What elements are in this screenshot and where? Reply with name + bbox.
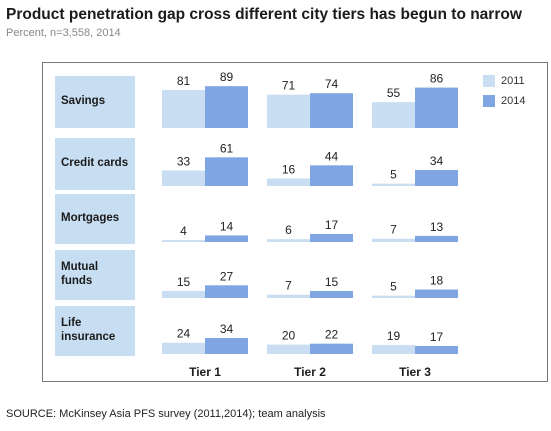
bar-savings-tier-3-2011 (372, 102, 415, 128)
data-label-life-insurance-tier-1-2014: 34 (220, 322, 234, 336)
bar-life-insurance-tier-3-2014 (415, 346, 458, 354)
data-label-credit-cards-tier-2-2011: 16 (282, 162, 296, 176)
data-label-mutual-funds-tier-1-2011: 15 (177, 275, 191, 289)
bar-life-insurance-tier-2-2011 (267, 344, 310, 354)
data-label-credit-cards-tier-1-2011: 33 (177, 154, 191, 168)
row-label-life-insurance: Life insurance (55, 306, 135, 356)
data-label-savings-tier-2-2014: 74 (325, 77, 339, 91)
bar-mortgages-tier-1-2011 (162, 240, 205, 242)
chart-subtitle: Percent, n=3,558, 2014 (6, 27, 121, 39)
legend-swatch-2014 (483, 95, 495, 107)
bar-savings-tier-3-2014 (415, 87, 458, 128)
category-label-tier-2: Tier 2 (294, 365, 326, 379)
row-label-mutual-funds: Mutual funds (55, 250, 135, 300)
data-label-mortgages-tier-3-2014: 13 (430, 220, 444, 234)
bar-mortgages-tier-2-2011 (267, 239, 310, 242)
category-label-tier-1: Tier 1 (189, 365, 221, 379)
bar-credit-cards-tier-3-2011 (372, 183, 415, 186)
data-label-credit-cards-tier-2-2014: 44 (325, 149, 339, 163)
data-label-credit-cards-tier-3-2011: 5 (390, 168, 397, 182)
data-label-credit-cards-tier-1-2014: 61 (220, 141, 234, 155)
legend-item-2011: 2011 (483, 75, 525, 87)
data-label-mortgages-tier-3-2011: 7 (390, 223, 397, 237)
row-label-mortgages: Mortgages (55, 194, 135, 244)
category-label-tier-3: Tier 3 (399, 365, 431, 379)
bar-mutual-funds-tier-2-2011 (267, 294, 310, 298)
data-label-savings-tier-3-2011: 55 (387, 86, 401, 100)
data-label-mortgages-tier-2-2011: 6 (285, 223, 292, 237)
data-label-life-insurance-tier-3-2011: 19 (387, 329, 401, 343)
data-label-life-insurance-tier-2-2014: 22 (325, 328, 339, 342)
data-label-mutual-funds-tier-2-2011: 7 (285, 279, 292, 293)
legend-swatch-2011 (483, 75, 495, 87)
data-label-life-insurance-tier-2-2011: 20 (282, 329, 296, 343)
bar-credit-cards-tier-1-2014 (205, 157, 248, 186)
data-label-life-insurance-tier-3-2014: 17 (430, 330, 444, 344)
bar-mutual-funds-tier-3-2014 (415, 289, 458, 298)
data-label-mortgages-tier-2-2014: 17 (325, 218, 339, 232)
data-label-savings-tier-1-2014: 89 (220, 70, 234, 84)
data-label-mortgages-tier-1-2011: 4 (180, 224, 187, 238)
legend-item-2014: 2014 (483, 95, 525, 107)
row-label-savings: Savings (55, 76, 135, 128)
data-label-mutual-funds-tier-3-2014: 18 (430, 274, 444, 288)
chart-title: Product penetration gap cross different … (6, 6, 522, 23)
bar-credit-cards-tier-2-2014 (310, 165, 353, 186)
bar-savings-tier-2-2011 (267, 94, 310, 128)
legend-label-2011: 2011 (501, 75, 525, 87)
bar-life-insurance-tier-2-2014 (310, 343, 353, 354)
bar-mutual-funds-tier-3-2011 (372, 295, 415, 298)
bar-life-insurance-tier-1-2011 (162, 342, 205, 354)
data-label-mortgages-tier-1-2014: 14 (220, 219, 234, 233)
bar-credit-cards-tier-1-2011 (162, 170, 205, 186)
data-label-mutual-funds-tier-1-2014: 27 (220, 269, 234, 283)
data-label-mutual-funds-tier-3-2011: 5 (390, 280, 397, 294)
bar-mortgages-tier-2-2014 (310, 234, 353, 242)
bar-credit-cards-tier-3-2014 (415, 170, 458, 186)
data-label-savings-tier-3-2014: 86 (430, 72, 444, 86)
bar-savings-tier-1-2014 (205, 86, 248, 128)
row-label-credit-cards: Credit cards (55, 138, 135, 190)
data-label-mutual-funds-tier-2-2014: 15 (325, 275, 339, 289)
bar-mortgages-tier-1-2014 (205, 235, 248, 242)
data-label-life-insurance-tier-1-2011: 24 (177, 327, 191, 341)
source-note: SOURCE: McKinsey Asia PFS survey (2011,2… (6, 408, 326, 420)
bar-savings-tier-2-2014 (310, 93, 353, 128)
data-label-savings-tier-2-2011: 71 (282, 79, 296, 93)
bar-mutual-funds-tier-1-2011 (162, 290, 205, 298)
bar-mutual-funds-tier-1-2014 (205, 285, 248, 298)
bar-mutual-funds-tier-2-2014 (310, 290, 353, 298)
bar-credit-cards-tier-2-2011 (267, 178, 310, 186)
data-label-savings-tier-1-2011: 81 (177, 74, 191, 88)
bar-mortgages-tier-3-2011 (372, 238, 415, 242)
bar-mortgages-tier-3-2014 (415, 235, 458, 242)
bar-savings-tier-1-2011 (162, 89, 205, 128)
data-label-credit-cards-tier-3-2014: 34 (430, 154, 444, 168)
bar-life-insurance-tier-3-2011 (372, 345, 415, 354)
bar-life-insurance-tier-1-2014 (205, 338, 248, 354)
legend-label-2014: 2014 (501, 95, 526, 107)
